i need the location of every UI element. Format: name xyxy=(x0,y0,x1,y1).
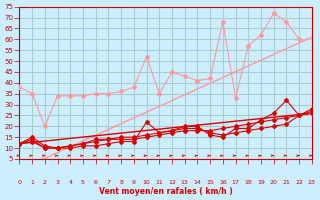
X-axis label: Vent moyen/en rafales ( km/h ): Vent moyen/en rafales ( km/h ) xyxy=(99,187,233,196)
